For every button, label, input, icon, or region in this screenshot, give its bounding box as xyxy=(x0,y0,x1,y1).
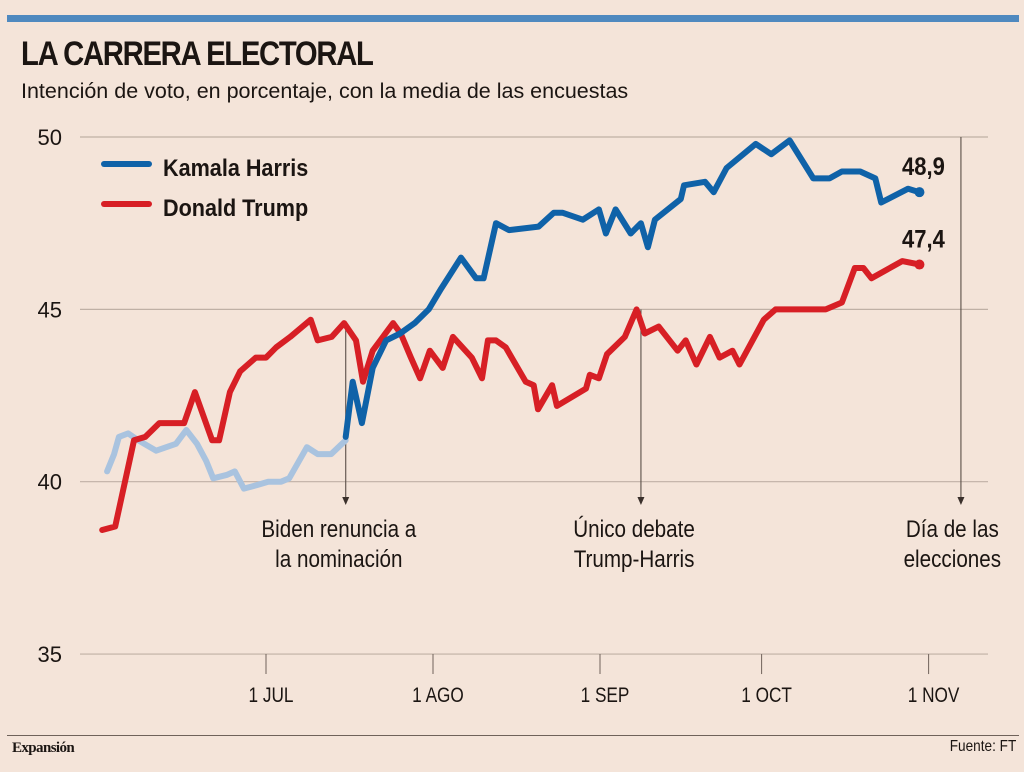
x-tick-label: 1 NOV xyxy=(908,685,960,708)
arrow-down-icon xyxy=(342,497,350,505)
x-tick-label: 1 AGO xyxy=(412,685,464,708)
legend-label-harris: Kamala Harris xyxy=(163,154,308,181)
series-lines xyxy=(99,137,925,533)
annotation-lines xyxy=(342,137,965,505)
annotation-label: Único debate xyxy=(573,516,695,543)
y-tick-label: 40 xyxy=(38,470,62,495)
source-credit: Fuente: FT xyxy=(949,738,1016,755)
end-value-label-harris: 48,9 xyxy=(902,153,945,181)
y-tick-label: 50 xyxy=(38,125,62,150)
footer-divider xyxy=(7,735,1019,736)
series-line-harris xyxy=(342,137,923,440)
x-tick-label: 1 OCT xyxy=(741,685,792,708)
arrow-down-icon xyxy=(637,497,645,505)
annotation-label: Trump-Harris xyxy=(574,546,695,573)
end-marker-harris xyxy=(914,187,925,198)
annotation-label: la nominación xyxy=(275,546,402,573)
end-value-labels: 48,9 47,4 xyxy=(902,153,945,253)
accent-top-bar xyxy=(7,15,1019,22)
y-axis-ticks: 50 45 40 35 xyxy=(38,125,62,667)
annotation-label: Día de las xyxy=(906,516,999,543)
arrow-down-icon xyxy=(957,497,965,505)
gridlines xyxy=(80,136,988,655)
legend-label-trump: Donald Trump xyxy=(163,194,308,221)
x-tick-label: 1 SEP xyxy=(581,685,630,708)
publisher-logo: Expansión xyxy=(12,740,75,756)
series-line-trump xyxy=(99,258,923,533)
annotation-labels: Biden renuncia a la nominación Único debat… xyxy=(261,516,1001,573)
legend: Kamala Harris Donald Trump xyxy=(101,154,308,221)
chart-subtitle: Intención de voto, en porcentaje, con la… xyxy=(21,79,629,103)
chart-title: LA CARRERA ELECTORAL xyxy=(21,35,374,73)
x-tick-label: 1 JUL xyxy=(249,685,294,708)
end-value-label-trump: 47,4 xyxy=(902,225,945,253)
y-tick-label: 35 xyxy=(38,642,62,667)
x-axis-ticks: 1 JUL 1 AGO 1 SEP 1 OCT 1 NOV xyxy=(249,654,960,707)
end-marker-trump xyxy=(914,259,925,270)
y-tick-label: 45 xyxy=(38,297,62,322)
annotation-label: Biden renuncia a xyxy=(261,516,416,543)
series-line-biden xyxy=(104,427,349,492)
annotation-label: elecciones xyxy=(904,546,1002,573)
